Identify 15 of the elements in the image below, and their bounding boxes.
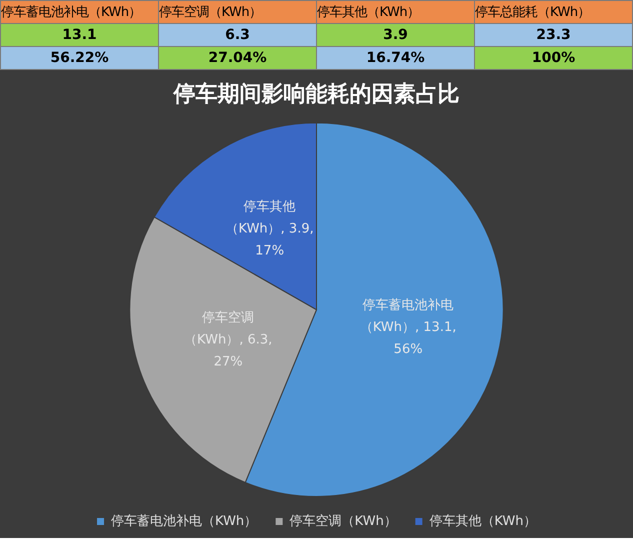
data-label: 停车蓄电池补电（KWh）, 13.1, 56% <box>360 298 456 358</box>
legend-label: 停车其他（KWh） <box>429 514 536 529</box>
text: 16.74% <box>316 46 474 70</box>
text: 23.3 <box>474 24 632 46</box>
data-label: 停车空调（KWh）, 6.3, 27% <box>184 310 272 370</box>
data-label: 停车其他（KWh）, 3.9, 17% <box>226 199 314 258</box>
legend-label: 停车空调（KWh） <box>290 514 397 529</box>
text: 56.22% <box>0 46 158 70</box>
text: 停车期间影响能耗的因素占比 <box>172 80 460 107</box>
text: 100% <box>474 46 632 70</box>
text: 3.9 <box>316 24 474 46</box>
text: 13.1 <box>0 24 158 46</box>
legend-label: 停车蓄电池补电（KWh） <box>111 514 258 529</box>
text: 6.3 <box>158 24 316 46</box>
text: 27.04% <box>158 46 316 70</box>
